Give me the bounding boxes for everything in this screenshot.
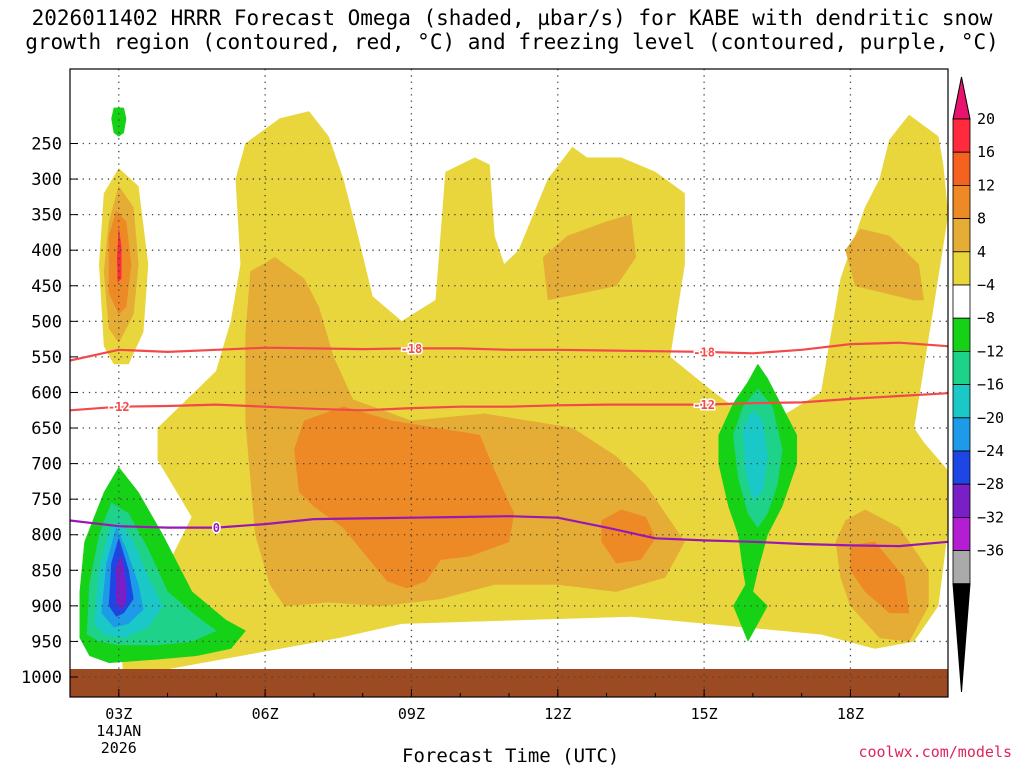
colorbar-swatch-12: [952, 517, 971, 552]
omega-region-21: [116, 555, 127, 610]
contour-label-dendritic-0: -12: [108, 400, 130, 414]
site-credit: coolwx.com/models: [858, 743, 1012, 761]
chart-title-line1: 2026011402 HRRR Forecast Omega (shaded, …: [31, 6, 993, 30]
contour-dendritic-1: [70, 392, 948, 412]
x-tick-label-06Z: 06Z: [252, 705, 279, 723]
y-tick-label-850: 850: [31, 561, 62, 581]
chart-title-line2: growth region (contoured, red, °C) and f…: [25, 30, 999, 54]
y-tick-label-900: 900: [31, 597, 62, 617]
colorbar-swatch-9: [952, 417, 971, 452]
x-tick-label-15Z: 15Z: [691, 705, 718, 723]
colorbar-swatch-11: [952, 483, 971, 518]
colorbar-bottom-arrow: [952, 583, 971, 693]
colorbar-label-7: −12: [977, 342, 1004, 360]
y-tick-label-250: 250: [31, 135, 62, 155]
colorbar-label-9: −20: [977, 409, 1004, 427]
colorbar-swatch-1: [952, 151, 971, 186]
colorbar-label-13: −36: [977, 542, 1004, 560]
y-tick-label-600: 600: [31, 383, 62, 403]
colorbar-swatch-8: [952, 384, 971, 419]
ground-layer: [70, 669, 948, 697]
colorbar-label-3: 8: [977, 210, 986, 228]
omega-region-9: [601, 509, 656, 564]
y-tick-label-950: 950: [31, 632, 62, 652]
x-tick-sublabel-0: 14JAN: [96, 722, 141, 740]
colorbar-label-4: 4: [977, 243, 986, 261]
omega-region-10: [850, 541, 910, 614]
colorbar-swatch-6: [952, 317, 971, 352]
chart-title: 2026011402 HRRR Forecast Omega (shaded, …: [0, 6, 1024, 54]
colorbar-swatch-10: [952, 450, 971, 485]
x-axis-title: Forecast Time (UTC): [402, 745, 620, 767]
x-tick-label-09Z: 09Z: [398, 705, 425, 723]
omega-region-8: [294, 406, 515, 589]
y-tick-label-450: 450: [31, 277, 62, 297]
colorbar-swatch-2: [952, 184, 971, 219]
y-tick-label-800: 800: [31, 526, 62, 546]
contour-label-dendritic-1: -12: [693, 398, 715, 412]
colorbar-swatch-3: [952, 218, 971, 253]
y-tick-label-350: 350: [31, 206, 62, 226]
colorbar-label-10: −24: [977, 442, 1004, 460]
colorbar-label-0: 20: [977, 110, 995, 128]
x-tick-sublabel-1: 2026: [101, 739, 137, 757]
colorbar-label-6: −8: [977, 309, 995, 327]
colorbar-swatch-13: [952, 550, 971, 585]
y-tick-label-400: 400: [31, 241, 62, 261]
plot-area: -18 -18 -12 -12 0: [70, 69, 948, 697]
y-tick-label-650: 650: [31, 419, 62, 439]
y-tick-label-700: 700: [31, 455, 62, 475]
colorbar-label-1: 16: [977, 143, 995, 161]
omega-region-12: [111, 107, 127, 137]
contour-label-dendritic-0: -18: [401, 342, 423, 356]
colorbar-label-8: −16: [977, 376, 1004, 394]
omega-region-5: [845, 228, 924, 301]
colorbar-swatch-5: [952, 284, 971, 319]
omega-region-11: [117, 228, 122, 283]
y-axis: 250 300 350 400 450 500 550 600 650 700 750 800 850 9…: [21, 135, 78, 688]
x-tick-label-18Z: 18Z: [837, 705, 864, 723]
y-tick-label-1000: 1000: [21, 668, 62, 688]
grid-lines: [70, 69, 948, 697]
temperature-contours: -18 -18 -12 -12 0: [70, 340, 948, 548]
contour-label-freezing-0: 0: [213, 521, 220, 535]
y-tick-label-500: 500: [31, 312, 62, 332]
colorbar-swatch-4: [952, 251, 971, 286]
colorbar-label-5: −4: [977, 276, 995, 294]
colorbar-top-arrow: [952, 76, 971, 120]
contour-freezing-2: [70, 515, 948, 548]
contour-dendritic-0: [70, 341, 948, 362]
contour-label-dendritic-1: -18: [693, 345, 715, 359]
colorbar-label-12: −32: [977, 508, 1004, 526]
ground-fill: [70, 669, 948, 697]
x-tick-label-12Z: 12Z: [544, 705, 571, 723]
y-tick-label-300: 300: [31, 170, 62, 190]
omega-region-18: [742, 409, 768, 500]
colorbar-swatch-0: [952, 118, 971, 153]
colorbar-swatch-7: [952, 350, 971, 385]
omega-region-4: [542, 214, 637, 301]
colorbar: 20 16 12 8 4 −4 −8 −12 −16 −20 −24 −28 −32 −36: [952, 76, 1004, 693]
y-tick-label-550: 550: [31, 348, 62, 368]
x-tick-label-03Z: 03Z: [105, 705, 132, 723]
colorbar-label-2: 12: [977, 176, 995, 194]
y-tick-label-750: 750: [31, 490, 62, 510]
colorbar-label-11: −28: [977, 475, 1004, 493]
